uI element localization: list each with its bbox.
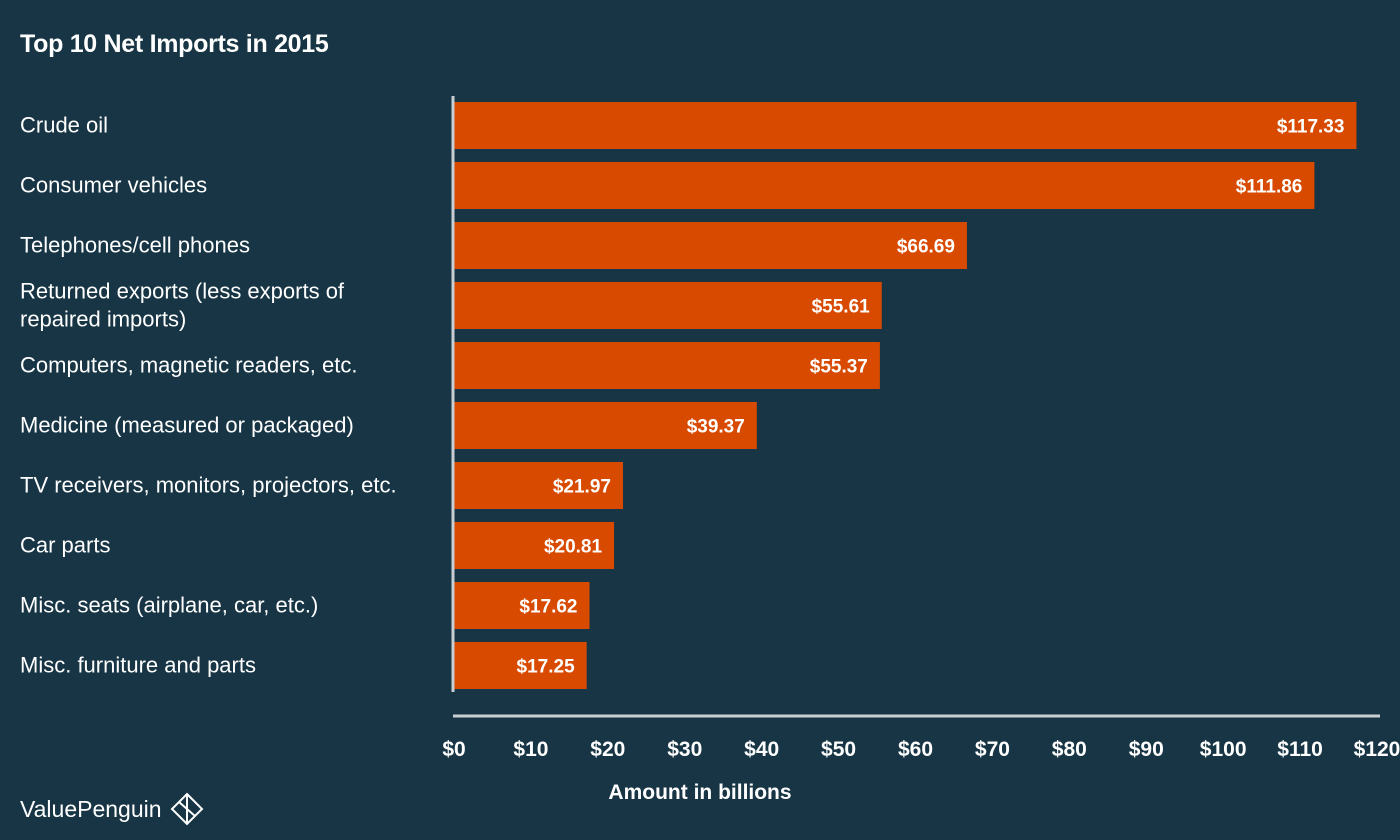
bar-0 (454, 102, 1357, 149)
bar-9 (454, 642, 587, 689)
category-labels: Crude oil Consumer vehicles Telephones/cel… (20, 113, 397, 678)
value-label-3: $55.61 (812, 297, 871, 318)
x-tick-label-9: $90 (1129, 738, 1164, 761)
x-tick-label-3: $30 (667, 738, 702, 761)
chart-title: Top 10 Net Imports in 2015 (20, 30, 329, 58)
x-tick-label-0: $0 (442, 738, 465, 761)
x-tick-label-6: $60 (898, 738, 933, 761)
diamond-logo-icon (170, 792, 203, 826)
x-tick-label-12: $120 (1354, 738, 1400, 761)
x-tick-label-10: $100 (1200, 738, 1247, 761)
brand-name: ValuePenguin (20, 795, 162, 822)
category-label-3: Returned exports (less exports of repaire… (20, 279, 345, 332)
x-tick-label-2: $20 (590, 738, 625, 761)
bar-5 (454, 402, 757, 449)
category-label-4: Computers, magnetic readers, etc. (20, 353, 357, 378)
x-tick-label-11: $110 (1277, 738, 1323, 761)
x-tick-label-7: $70 (975, 738, 1010, 761)
category-label-5: Medicine (measured or packaged) (20, 413, 354, 438)
x-tick-label-1: $10 (513, 738, 548, 761)
bar-1 (454, 162, 1315, 209)
x-axis-title: Amount in billions (608, 781, 791, 804)
x-tick-label-8: $80 (1052, 738, 1087, 761)
x-tick-label-4: $40 (744, 738, 779, 761)
value-label-8: $17.62 (519, 597, 577, 618)
category-label-7: Car parts (20, 533, 110, 558)
category-label-0: Crude oil (20, 113, 108, 138)
bar-7 (454, 522, 615, 569)
value-label-4: $55.37 (810, 357, 868, 378)
bar-4 (454, 342, 880, 389)
value-labels: $117.33 $111.86 $66.69 $55.61 $55.37 $39.37 $2… (517, 117, 1345, 678)
value-label-6: $21.97 (553, 477, 611, 498)
category-label-8: Misc. seats (airplane, car, etc.) (20, 593, 318, 618)
value-label-2: $66.69 (897, 237, 955, 258)
category-label-9: Misc. furniture and parts (20, 653, 256, 678)
bar-6 (454, 462, 623, 509)
category-label-2: Telephones/cell phones (20, 233, 250, 258)
value-label-1: $111.86 (1236, 177, 1303, 198)
bar-3 (454, 282, 882, 329)
category-label-1: Consumer vehicles (20, 173, 207, 198)
value-label-5: $39.37 (687, 417, 745, 438)
x-tick-label-5: $50 (821, 738, 856, 761)
category-label-6: TV receivers, monitors, projectors, etc. (20, 473, 397, 498)
x-tick-labels: $0 $10 $20 $30 $40 $50 $60 $70 $80 $90 $100 $110 $12… (442, 738, 1400, 761)
bar-8 (454, 582, 590, 629)
bar-2 (454, 222, 967, 269)
value-label-0: $117.33 (1277, 117, 1345, 138)
bars (454, 102, 1357, 689)
value-label-7: $20.81 (544, 537, 603, 558)
brand-logo: ValuePenguin (20, 792, 204, 826)
value-label-9: $17.25 (517, 657, 576, 678)
